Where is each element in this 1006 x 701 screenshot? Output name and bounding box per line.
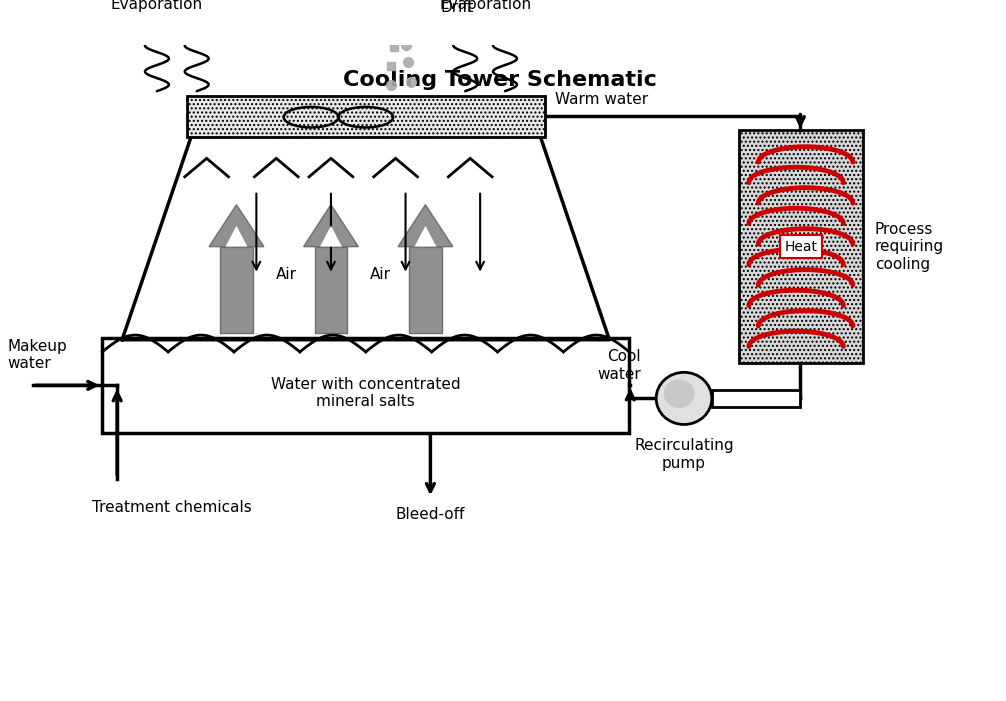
Polygon shape [398, 205, 453, 247]
Circle shape [656, 372, 712, 425]
Text: Evaporation: Evaporation [439, 0, 531, 12]
Polygon shape [409, 247, 442, 333]
Polygon shape [225, 226, 247, 247]
Polygon shape [738, 130, 863, 363]
Polygon shape [315, 247, 347, 333]
Polygon shape [712, 390, 801, 407]
Text: Recirculating
pump: Recirculating pump [634, 438, 733, 471]
Text: Air: Air [276, 267, 297, 282]
Circle shape [664, 379, 694, 408]
Polygon shape [320, 226, 342, 247]
Text: Heat: Heat [785, 240, 817, 254]
Text: Air: Air [370, 267, 391, 282]
Text: Evaporation: Evaporation [111, 0, 203, 12]
Text: Drift: Drift [441, 0, 474, 15]
Text: Makeup
water: Makeup water [8, 339, 67, 372]
Text: Warm water: Warm water [554, 92, 648, 107]
Text: Treatment chemicals: Treatment chemicals [92, 500, 252, 515]
Text: Process
requiring
cooling: Process requiring cooling [875, 222, 944, 271]
Text: Water with concentrated
mineral salts: Water with concentrated mineral salts [271, 376, 461, 409]
Text: Cooling Tower Schematic: Cooling Tower Schematic [343, 69, 657, 90]
Polygon shape [187, 96, 545, 137]
Polygon shape [220, 247, 253, 333]
Polygon shape [414, 226, 437, 247]
Polygon shape [304, 205, 358, 247]
Polygon shape [209, 205, 264, 247]
Text: Cool
water: Cool water [598, 349, 641, 381]
Text: Bleed-off: Bleed-off [395, 508, 465, 522]
